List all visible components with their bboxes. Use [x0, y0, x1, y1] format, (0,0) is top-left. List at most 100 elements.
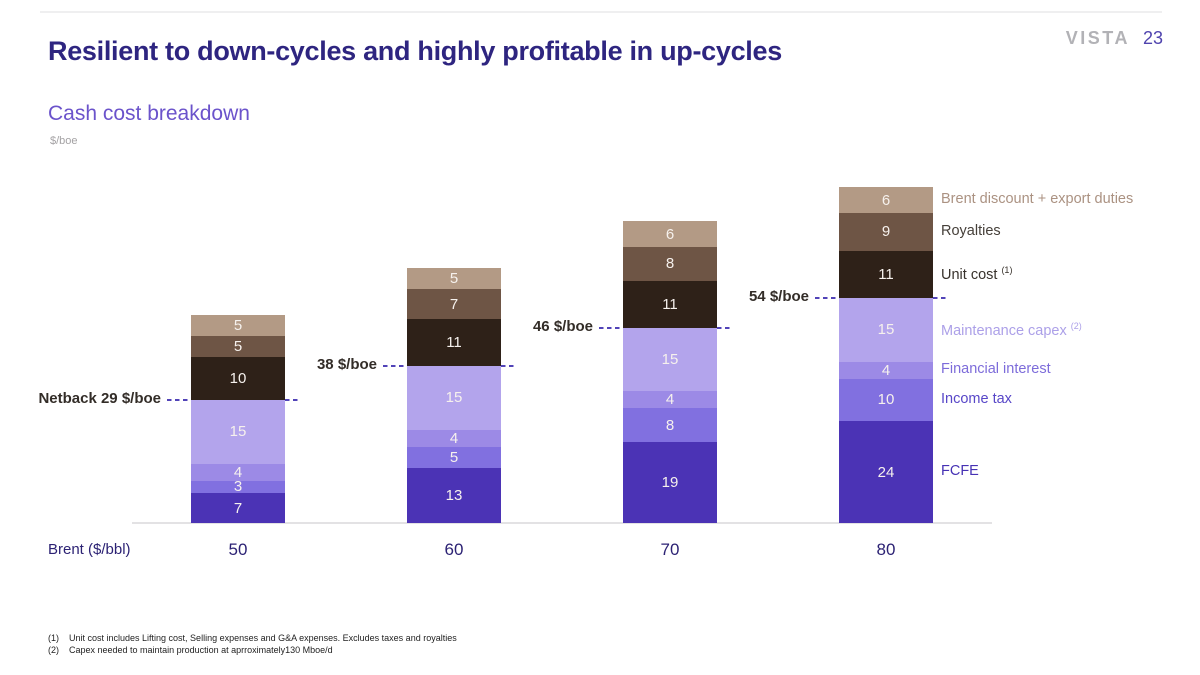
- segment-value-label: 9: [881, 223, 891, 241]
- stacked-bar-70: 6 8 11 15 4 8 19: [623, 221, 717, 523]
- bar-segment: 4: [191, 463, 285, 481]
- bar-segment: 3: [191, 478, 285, 496]
- segment-value-label: 3: [233, 478, 243, 496]
- bar-segment: 7: [191, 493, 285, 523]
- segment-value-label: 10: [877, 391, 895, 409]
- legend-financial-interest: Financial interest: [941, 361, 1051, 377]
- stacked-bar-80: 6 9 11 15 4 10 24: [839, 187, 933, 523]
- bar-segment: 4: [623, 391, 717, 409]
- segment-value-label: 4: [665, 391, 675, 409]
- x-tick-60: 60: [444, 540, 464, 559]
- legend-income-tax: Income tax: [941, 390, 1012, 407]
- footnote-text: Unit cost includes Lifting cost, Selling…: [69, 633, 457, 643]
- bar-segment: 9: [839, 212, 933, 251]
- footnote: (2) Capex needed to maintain production a…: [48, 644, 457, 656]
- footnotes: (1) Unit cost includes Lifting cost, Sell…: [48, 632, 457, 656]
- segment-value-label: 6: [665, 225, 675, 243]
- bar-segment: 8: [623, 408, 717, 443]
- x-axis-line: [132, 522, 992, 524]
- bar-segment: 6: [623, 221, 717, 247]
- segment-value-label: 13: [445, 486, 463, 504]
- netback-dash-right: [933, 296, 949, 299]
- legend-maintenance-capex: Maintenance capex (2): [941, 320, 1082, 339]
- segment-value-label: 4: [449, 429, 459, 447]
- top-divider: [40, 11, 1162, 13]
- vista-logo: VISTA: [1065, 28, 1130, 48]
- bar-segment: 11: [839, 251, 933, 298]
- netback-annotation: Netback 29 $/boe: [38, 389, 161, 407]
- segment-value-label: 15: [661, 350, 679, 368]
- x-axis-title: Brent ($/bbl): [48, 541, 131, 558]
- netback-dash-left: [167, 398, 191, 401]
- netback-dash-left: [599, 326, 623, 329]
- segment-value-label: 15: [229, 423, 247, 441]
- bar-segment: 10: [191, 357, 285, 400]
- bar-segment: 7: [407, 289, 501, 319]
- segment-value-label: 5: [233, 316, 243, 334]
- bar-segment: 5: [191, 336, 285, 358]
- legend-unit-cost: Unit cost (1): [941, 265, 1013, 284]
- segment-value-label: 7: [449, 295, 459, 313]
- segment-value-label: 5: [449, 448, 459, 466]
- segment-value-label: 24: [877, 463, 895, 481]
- segment-value-label: 8: [665, 416, 675, 434]
- bar-segment: 6: [839, 187, 933, 213]
- netback-annotation: 38 $/boe: [316, 355, 377, 373]
- segment-value-label: 11: [446, 333, 462, 351]
- segment-value-label: 4: [233, 463, 243, 481]
- segment-value-label: 11: [662, 295, 678, 313]
- bar-segment: 11: [623, 280, 717, 328]
- legend-footnote-marker: (1): [1001, 265, 1013, 276]
- segment-value-label: 15: [877, 321, 895, 339]
- bar-segment: 5: [407, 446, 501, 468]
- segment-value-label: 8: [665, 255, 675, 273]
- bar-segment: 15: [191, 399, 285, 464]
- netback-dash-right: [285, 398, 301, 401]
- footnote-number: (1): [48, 633, 59, 643]
- chart-title: Cash cost breakdown: [48, 102, 250, 125]
- segment-value-label: 11: [878, 265, 894, 283]
- x-tick-50: 50: [228, 540, 248, 559]
- netback-dash-left: [383, 364, 407, 367]
- bar-segment: 24: [839, 421, 933, 523]
- segment-value-label: 5: [233, 338, 243, 356]
- segment-value-label: 6: [881, 191, 891, 209]
- bar-segment: 15: [623, 327, 717, 392]
- segment-value-label: 19: [661, 474, 679, 492]
- page-title: Resilient to down-cycles and highly prof…: [48, 36, 782, 66]
- bar-segment: 13: [407, 467, 501, 523]
- segment-value-label: 10: [229, 370, 247, 387]
- bar-segment: 19: [623, 442, 717, 523]
- bar-segment: 15: [407, 365, 501, 430]
- stacked-bar-60: 5 7 11 15 4 5 13: [407, 268, 501, 523]
- chart-unit-label: $/boe: [50, 135, 78, 147]
- bar-segment: 15: [839, 297, 933, 362]
- legend-brent-discount-export-duties: Brent discount + export duties: [941, 191, 1134, 207]
- netback-annotation: 46 $/boe: [532, 317, 593, 335]
- bar-segment: 5: [191, 314, 285, 336]
- segment-value-label: 4: [881, 361, 891, 379]
- footnote-number: (2): [48, 645, 59, 655]
- bar-segment: 10: [839, 378, 933, 421]
- brand-area: VISTA 23: [1066, 28, 1163, 49]
- bar-segment: 4: [407, 429, 501, 447]
- stacked-bar-50: 5 5 10 15 4 3 7: [191, 314, 285, 523]
- netback-annotation: 54 $/boe: [748, 287, 809, 305]
- netback-dash-right: [501, 364, 517, 367]
- bar-segment: 5: [407, 268, 501, 290]
- netback-dash-left: [815, 296, 839, 299]
- segment-value-label: 5: [449, 270, 459, 288]
- page-number: 23: [1142, 28, 1163, 48]
- footnote: (1) Unit cost includes Lifting cost, Sell…: [48, 632, 457, 644]
- footnote-text: Capex needed to maintain production at a…: [69, 645, 333, 655]
- segment-value-label: 15: [445, 389, 463, 407]
- bar-segment: 4: [839, 361, 933, 379]
- x-tick-80: 80: [876, 540, 896, 559]
- x-tick-70: 70: [660, 540, 680, 559]
- legend-royalties: Royalties: [941, 222, 1001, 239]
- bar-segment: 11: [407, 319, 501, 366]
- netback-dash-right: [717, 326, 733, 329]
- bar-segment: 8: [623, 246, 717, 281]
